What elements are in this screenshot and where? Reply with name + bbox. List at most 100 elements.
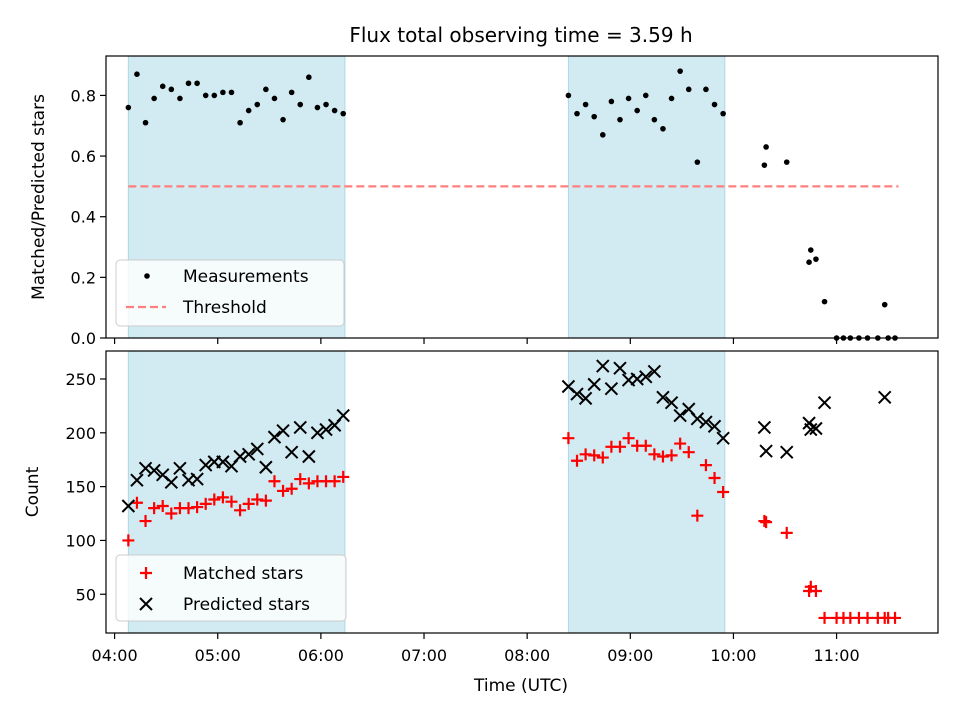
legend-measurements-label: Measurements [183,267,309,287]
matched-star-point [588,449,601,462]
predicted-star-point [699,415,713,429]
matched-star-point [199,497,212,510]
matched-star-point [294,473,307,486]
measurement-point [668,95,675,102]
x-tick-label: 09:00 [607,646,653,665]
predicted-star-point [707,419,722,434]
y-tick-label: 0.8 [71,86,96,105]
measurement-point [280,116,286,123]
matched-star-point [648,448,661,461]
y-tick-label: 0.2 [71,268,96,287]
y-tick-label: 100 [65,531,96,550]
predicted-star-point [578,391,593,406]
measurement-point [761,162,768,168]
predicted-star-point [190,472,204,486]
measurement-point [288,89,295,96]
predicted-star-point [613,361,627,375]
matched-star-point [165,507,178,520]
measurement-point [211,92,218,99]
counts-panel: 50 100 150 200 250 04:00 05:00 06:00 07:00 08:00… [23,350,939,696]
measurement-point [237,119,243,126]
measurement-point [254,101,261,108]
x-tick-label: 08:00 [504,646,550,665]
matched-star-point [216,491,229,504]
measurement-point [599,132,606,138]
measurement-point [694,159,701,165]
predicted-star-point [173,461,187,476]
measurement-point [881,301,888,308]
top-legend-box [115,259,345,327]
matched-star-point [780,526,793,539]
measurement-point [306,74,312,81]
measurement-point [159,83,166,90]
measurement-point [806,259,812,265]
measurements-panel: 0.00.20.40.60.8 Matched/Predicted stars … [29,55,939,348]
matched-star-point [225,495,238,508]
matched-star-point [818,611,831,624]
measurement-point [617,116,623,123]
measurement-point [297,101,304,108]
matched-star-point [268,475,281,488]
measurement-point [331,107,338,114]
x-axis-label: Time (UTC) [473,676,568,696]
bottom-legend-box [115,554,347,622]
matched-star-point [277,484,290,497]
measurement-point [151,95,157,102]
matched-star-point [234,504,247,517]
predicted-star-point [267,430,282,444]
matched-star-point [571,454,584,467]
measurement-point [185,80,192,87]
x-tick-label: 06:00 [298,646,344,665]
matched-star-point [708,472,721,485]
predicted-star-point [319,422,333,437]
predicted-star-point [147,463,161,478]
predicted-star-point [673,408,687,423]
matched-star-point [760,516,773,529]
measurement-point [685,86,692,93]
predicted-star-point [233,449,247,464]
predicted-star-point [250,442,264,456]
x-tick-label: 07:00 [401,646,447,665]
matched-star-point [639,439,652,452]
measurement-point [314,104,321,111]
measurement-point [228,89,235,96]
matched-star-point [596,451,609,464]
measurement-point [720,110,726,117]
matched-star-point [122,534,135,547]
measurement-point [271,95,278,102]
predicted-star-point [690,412,705,426]
legend-threshold-label: Threshold [182,298,267,318]
matched-star-point [613,440,626,453]
measurement-point [177,95,183,102]
matched-star-point [699,459,712,472]
measurement-point [642,92,649,99]
predicted-star-point [817,395,832,410]
measurement-point [807,247,814,253]
predicted-star-point [596,359,610,373]
predicted-star-point [198,458,213,472]
matched-star-point [691,509,704,522]
predicted-star-point [780,445,794,459]
x-tick-label: 11:00 [814,646,860,665]
predicted-star-point [336,408,350,423]
measurement-point [574,110,580,117]
matched-star-point [242,497,255,510]
legend-predicted-label: Predicted stars [183,595,310,615]
measurement-point [651,116,658,123]
matched-star-point [562,432,575,445]
x-tick-label: 05:00 [195,646,241,665]
matched-star-point [717,486,730,498]
matched-star-point [259,494,272,507]
predicted-star-point [809,421,823,436]
legend-matched-label: Matched stars [183,564,303,584]
predicted-star-point [302,449,316,464]
predicted-star-point [647,364,662,379]
matched-star-point [148,502,161,515]
measurement-point [813,256,819,262]
matched-star-point [139,515,152,528]
measurement-point [608,98,615,105]
predicted-star-point [639,370,653,384]
matched-star-point [622,432,635,445]
measurement-point [340,110,347,117]
predicted-star-point [138,461,153,476]
